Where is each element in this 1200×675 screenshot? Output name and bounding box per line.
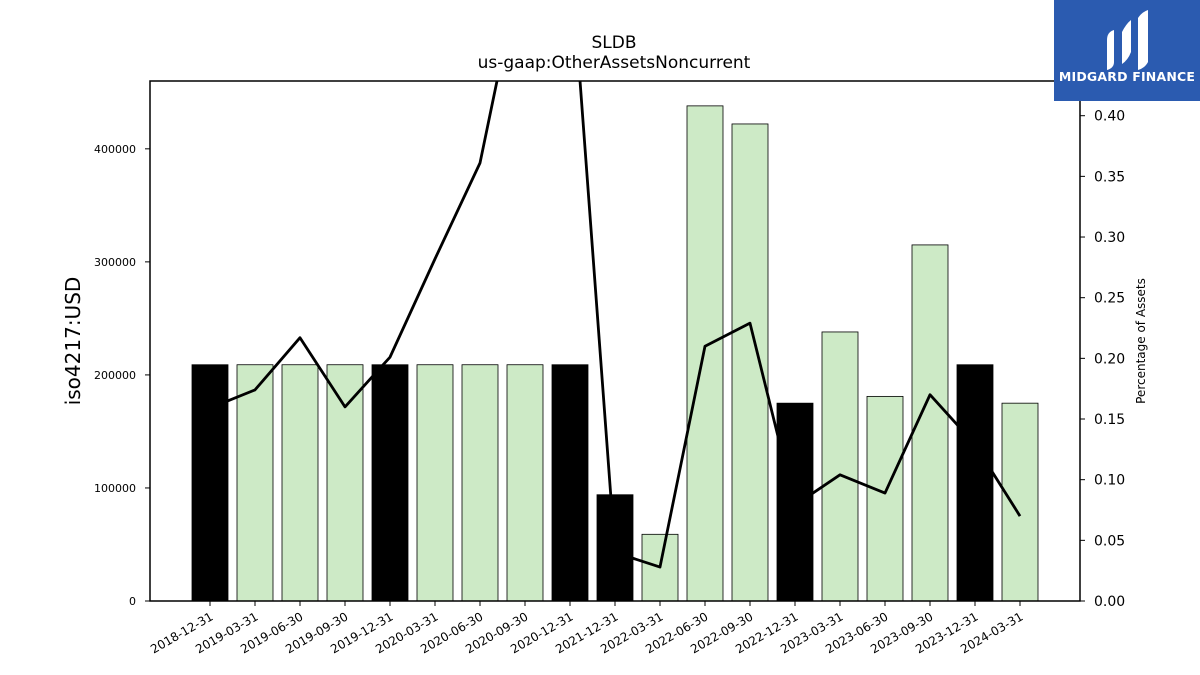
logo-text: MIDGARD FINANCE (1059, 69, 1195, 84)
y-tick-label: 200000 (94, 369, 136, 382)
bar-2019-06-30 (281, 364, 319, 602)
bar-2019-03-31 (236, 364, 274, 602)
bar-2023-12-31 (956, 364, 994, 602)
bar-2018-12-31 (191, 364, 229, 602)
left-axis-ticks: 0 100000 200000 300000 400000 (94, 143, 150, 608)
y2-tick-label: 0.05 (1094, 533, 1125, 549)
bar-2022-06-30 (686, 105, 724, 602)
logo: MIDGARD FINANCE (1054, 0, 1200, 101)
y-axis-label: iso4217:USD (61, 277, 85, 406)
percentage-line (209, 81, 1022, 569)
line-group (209, 81, 1022, 569)
y2-tick-label: 0.20 (1094, 351, 1125, 367)
y2-tick-label: 0.10 (1094, 473, 1125, 489)
bars-group (191, 105, 1039, 602)
y2-tick-label: 0.25 (1094, 291, 1125, 307)
y-tick-label: 400000 (94, 143, 136, 156)
y-tick-label: 300000 (94, 256, 136, 269)
bar-2023-06-30 (866, 395, 904, 602)
y2-tick-label: 0.30 (1094, 230, 1125, 246)
bar-2020-12-31 (551, 364, 589, 602)
chart-subtitle: us-gaap:OtherAssetsNoncurrent (478, 53, 751, 73)
y2-tick-label: 0.35 (1094, 169, 1125, 185)
right-axis-ticks: 0.00 0.05 0.10 0.15 0.20 0.25 0.30 0.35 0.40 (1080, 109, 1125, 610)
y2-axis-label: Percentage of Assets (1134, 278, 1148, 404)
logo-mark-icon (1107, 10, 1148, 70)
bar-2019-09-30 (326, 364, 364, 602)
bar-2020-09-30 (506, 364, 544, 602)
x-axis-ticks: 2018-12-312019-03-312019-06-302019-09-30… (148, 601, 1026, 656)
bar-2023-03-31 (821, 331, 859, 602)
y2-tick-label: 0.00 (1094, 594, 1125, 610)
bar-2024-03-31 (1001, 402, 1039, 602)
y-tick-label: 100000 (94, 482, 136, 495)
bar-2022-09-30 (731, 123, 769, 602)
bar-2019-12-31 (371, 364, 409, 602)
bar-2020-03-31 (416, 364, 454, 602)
chart-title: SLDB (591, 33, 636, 53)
y2-tick-label: 0.40 (1094, 109, 1125, 125)
bar-2020-06-30 (461, 364, 499, 602)
y-tick-label: 0 (129, 595, 136, 608)
y2-tick-label: 0.15 (1094, 412, 1125, 428)
